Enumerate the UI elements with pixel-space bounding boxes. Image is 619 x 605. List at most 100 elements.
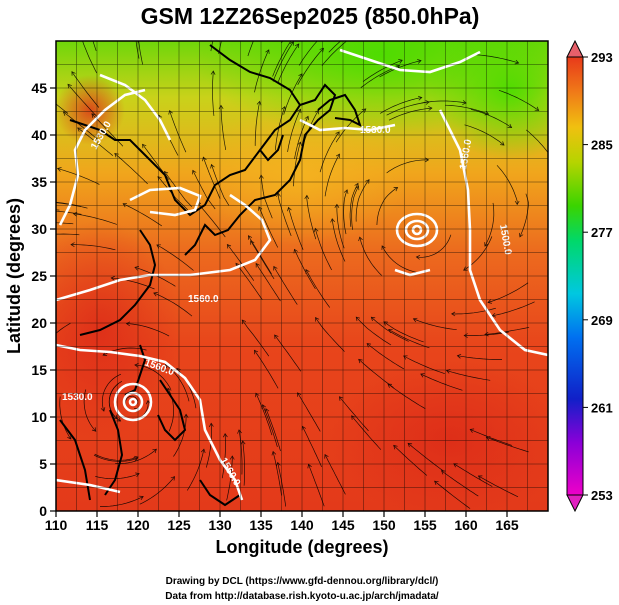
streamline xyxy=(355,316,392,346)
streamline xyxy=(380,97,422,114)
streamline xyxy=(519,193,529,238)
streamline-arrowhead xyxy=(56,167,62,172)
colorbar-ticks: 253 261 269 277 285 293 xyxy=(583,50,613,503)
streamline xyxy=(59,396,72,440)
streamline-arrowhead xyxy=(145,399,151,405)
streamline-arrowhead xyxy=(226,243,232,249)
streamline-arrowhead xyxy=(477,475,483,480)
streamline xyxy=(420,373,463,391)
streamline-arrowhead xyxy=(297,392,302,397)
streamline-arrowhead xyxy=(330,218,335,223)
streamline xyxy=(255,393,273,436)
streamline-arrowhead xyxy=(265,49,270,54)
contour-label: 1530.0 xyxy=(62,392,93,403)
x-tick-label: 125 xyxy=(167,517,191,533)
streamline-arrowhead xyxy=(417,95,423,101)
streamline-arrowhead xyxy=(335,153,341,159)
streamline-arrowhead xyxy=(440,470,446,475)
warm-air-region xyxy=(56,75,125,145)
streamline-arrowhead xyxy=(79,32,83,36)
streamline-arrowhead xyxy=(412,317,418,323)
streamline-arrowhead xyxy=(202,156,207,162)
streamline-arrowhead xyxy=(358,358,363,364)
streamline xyxy=(122,203,163,227)
streamline-arrowhead xyxy=(72,211,78,217)
streamline-arrowhead xyxy=(91,427,97,432)
streamline-arrowhead xyxy=(133,457,139,462)
y-tick-label: 30 xyxy=(31,221,47,237)
streamline xyxy=(135,41,140,59)
y-tick-label: 5 xyxy=(39,456,47,472)
height-contours xyxy=(56,48,548,501)
colorbar-tick-label: 285 xyxy=(591,138,613,153)
streamline xyxy=(82,41,98,74)
streamline xyxy=(343,189,348,235)
x-axis-label: Longitude (degrees) xyxy=(215,537,388,557)
colorbar-bottom-triangle xyxy=(566,494,584,513)
streamline-arrowhead xyxy=(256,100,262,106)
streamline-arrowhead xyxy=(170,476,176,481)
y-axis-label: Latitude (degrees) xyxy=(4,198,24,354)
streamline-arrowhead xyxy=(274,334,279,340)
colorbar-tick-label: 269 xyxy=(591,313,613,328)
colorbar-tick-label: 277 xyxy=(591,225,613,240)
streamline-arrowhead xyxy=(287,206,292,212)
streamline xyxy=(484,202,495,247)
streamline xyxy=(293,141,301,187)
streamline xyxy=(210,41,214,52)
y-tick-label: 35 xyxy=(31,174,47,190)
streamline-arrowhead xyxy=(135,472,140,478)
credit-line: Drawing by DCL (https://www.gfd-dennou.o… xyxy=(166,576,439,587)
streamline-arrowhead xyxy=(116,417,122,422)
lat-lon-grid xyxy=(56,41,548,511)
streamline-arrowhead xyxy=(370,316,376,322)
x-tick-label: 145 xyxy=(331,517,355,533)
chart-title: GSM 12Z26Sep2025 (850.0hPa) xyxy=(141,3,480,29)
streamline-arrowhead xyxy=(387,383,393,388)
streamline-arrowhead xyxy=(240,440,246,445)
streamline xyxy=(273,266,298,305)
streamline-arrowhead xyxy=(210,70,216,75)
streamline-arrowhead xyxy=(110,275,116,281)
streamline-arrowhead xyxy=(135,20,139,24)
streamline xyxy=(349,183,359,227)
streamline xyxy=(156,244,194,271)
streamline xyxy=(277,43,300,84)
streamline-arrowhead xyxy=(142,143,147,149)
streamline xyxy=(272,451,282,496)
colorbar-gradient xyxy=(566,56,584,496)
streamline-arrowhead xyxy=(484,331,489,337)
streamline-arrowhead xyxy=(500,141,505,146)
streamline xyxy=(169,110,187,153)
streamline-arrowhead xyxy=(254,349,259,355)
streamline xyxy=(241,319,270,357)
streamline-arrowhead xyxy=(122,202,128,208)
streamline xyxy=(470,429,513,446)
x-tick-label: 120 xyxy=(126,517,150,533)
streamline xyxy=(496,165,518,205)
streamline-arrowhead xyxy=(134,362,139,368)
streamline-arrowhead xyxy=(307,463,312,469)
streamline xyxy=(212,71,215,116)
x-tick-label: 135 xyxy=(249,517,273,533)
streamline xyxy=(451,307,496,315)
streamline-arrowhead xyxy=(487,299,492,304)
streamline xyxy=(220,105,227,150)
streamline xyxy=(254,350,279,389)
streamline-arrowhead xyxy=(519,232,524,238)
streamline xyxy=(262,404,278,448)
streamline-arrowhead xyxy=(250,240,255,245)
streamline-arrowhead xyxy=(255,262,260,268)
streamline-arrowhead xyxy=(534,106,540,111)
streamline xyxy=(277,462,287,507)
streamline xyxy=(254,49,270,93)
streamline-arrowhead xyxy=(132,14,136,17)
streamline xyxy=(331,218,346,262)
streamline xyxy=(362,59,403,82)
streamline xyxy=(221,433,226,479)
streamline xyxy=(306,195,317,240)
streamline xyxy=(238,429,243,475)
cool-air-region xyxy=(430,41,548,160)
streamline xyxy=(434,480,471,509)
streamline xyxy=(324,454,346,495)
